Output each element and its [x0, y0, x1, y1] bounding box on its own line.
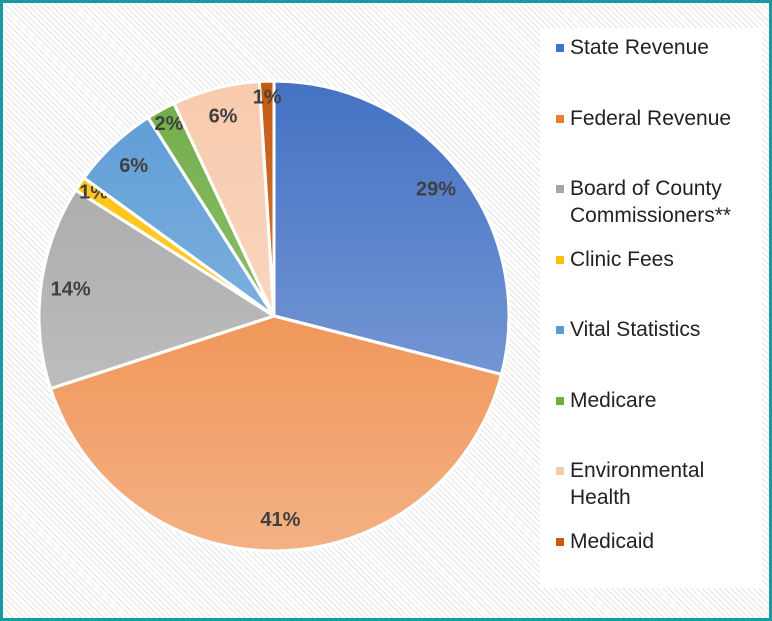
- data-label: 2%: [155, 113, 184, 135]
- legend-swatch: [556, 396, 564, 405]
- legend-item: Environmental Health: [540, 457, 762, 511]
- data-label: 6%: [209, 106, 238, 128]
- slice-shade: [48, 314, 504, 553]
- legend-label: Federal Revenue: [570, 106, 732, 130]
- data-label: 1%: [253, 86, 282, 108]
- legend-swatch: [556, 255, 564, 264]
- legend-label: Environmental Health: [570, 459, 705, 510]
- legend-item: Federal Revenue: [540, 105, 762, 159]
- legend-item: Medicaid: [540, 528, 762, 582]
- data-label: 29%: [416, 179, 456, 201]
- legend-swatch: [556, 44, 564, 52]
- legend-label: Vital Statistics: [570, 318, 701, 342]
- legend-item: Clinic Fees: [540, 246, 762, 300]
- legend-label: Clinic Fees: [570, 247, 674, 271]
- legend-item: Board of County Commissioners**: [540, 175, 762, 229]
- data-label: 41%: [260, 509, 300, 531]
- data-label: 6%: [119, 155, 148, 177]
- legend-item: Vital Statistics: [540, 316, 762, 370]
- legend-swatch: [556, 185, 564, 194]
- data-label: 14%: [51, 279, 91, 301]
- legend: State Revenue Federal Revenue Board of Cou…: [540, 28, 762, 588]
- legend-item: Medicare: [540, 387, 762, 441]
- legend-label: Medicare: [570, 388, 657, 412]
- legend-label: State Revenue: [570, 36, 709, 59]
- slice-shade: [272, 79, 511, 377]
- legend-label: Board of County Commissioners**: [570, 177, 732, 228]
- legend-label: Medicaid: [570, 529, 655, 553]
- legend-swatch: [556, 326, 564, 335]
- legend-swatch: [556, 467, 564, 476]
- legend-swatch: [556, 537, 564, 546]
- legend-item: State Revenue: [540, 34, 762, 88]
- legend-swatch: [556, 114, 564, 123]
- slice-shade: [37, 188, 278, 391]
- slice-shade: [257, 79, 276, 317]
